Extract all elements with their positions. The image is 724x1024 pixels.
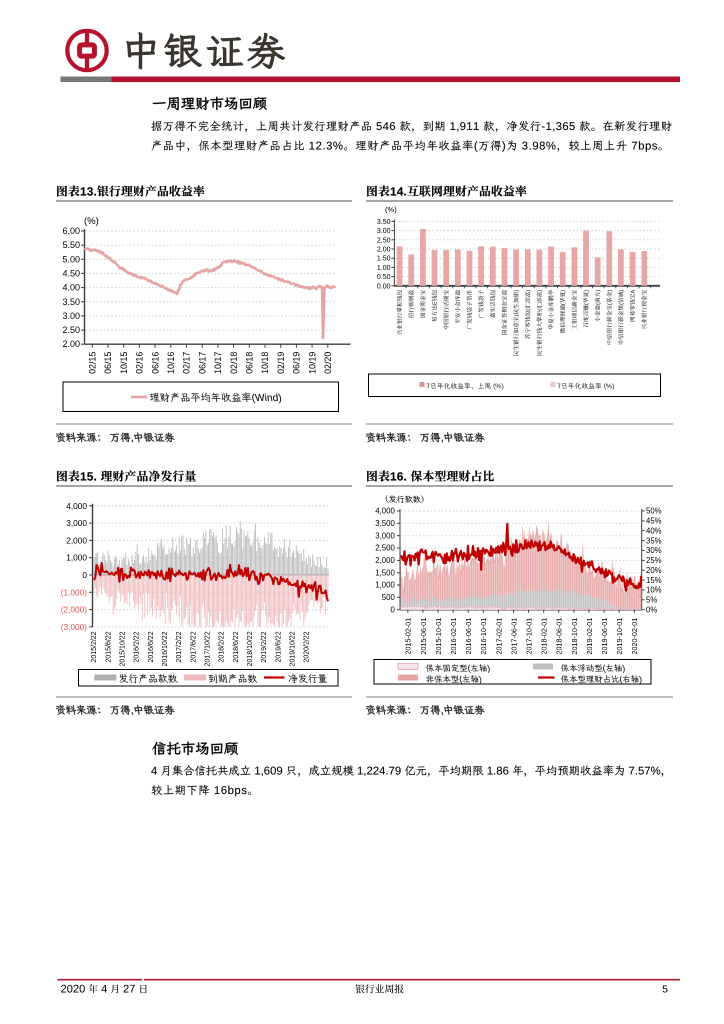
svg-text:0%: 0% bbox=[646, 605, 657, 614]
svg-text:2015-06-01: 2015-06-01 bbox=[419, 618, 428, 655]
svg-text:06/17: 06/17 bbox=[197, 352, 207, 374]
svg-text:2016/10/22: 2016/10/22 bbox=[162, 631, 169, 666]
svg-text:2016/6/22: 2016/6/22 bbox=[148, 631, 155, 662]
svg-text:2019/6/22: 2019/6/22 bbox=[275, 631, 282, 662]
svg-text:10/16: 10/16 bbox=[166, 352, 176, 374]
svg-text:06/19: 06/19 bbox=[292, 352, 302, 374]
svg-text:2020/2/22: 2020/2/22 bbox=[304, 631, 311, 662]
svg-text:02/20: 02/20 bbox=[323, 352, 333, 374]
svg-text:2.50: 2.50 bbox=[377, 237, 391, 244]
svg-text:10/18: 10/18 bbox=[260, 352, 270, 374]
svg-text:(2,000): (2,000) bbox=[61, 605, 88, 615]
svg-text:2019-02-01: 2019-02-01 bbox=[585, 618, 594, 655]
svg-text:3.00: 3.00 bbox=[62, 311, 80, 321]
svg-text:45%: 45% bbox=[646, 517, 662, 526]
svg-text:6.00: 6.00 bbox=[62, 226, 80, 236]
svg-text:02/19: 02/19 bbox=[276, 352, 286, 374]
svg-text:0.00: 0.00 bbox=[377, 283, 391, 290]
svg-text:02/16: 02/16 bbox=[135, 352, 145, 374]
svg-text:4.50: 4.50 bbox=[62, 268, 80, 278]
svg-text:2015-10-01: 2015-10-01 bbox=[434, 618, 443, 655]
svg-text:35%: 35% bbox=[646, 536, 662, 545]
svg-text:2018/6/22: 2018/6/22 bbox=[233, 631, 240, 662]
svg-text:2016-10-01: 2016-10-01 bbox=[479, 618, 488, 655]
svg-text:500: 500 bbox=[382, 593, 396, 602]
svg-text:0: 0 bbox=[82, 570, 87, 580]
svg-text:02/15: 02/15 bbox=[88, 352, 98, 374]
svg-text:2016-02-01: 2016-02-01 bbox=[449, 618, 458, 655]
svg-text:2017-10-01: 2017-10-01 bbox=[525, 618, 534, 655]
svg-text:3.00: 3.00 bbox=[377, 228, 391, 235]
svg-text:3,000: 3,000 bbox=[375, 531, 395, 540]
svg-text:10/19: 10/19 bbox=[307, 352, 317, 374]
svg-text:2017-06-01: 2017-06-01 bbox=[509, 618, 518, 655]
svg-text:2019-06-01: 2019-06-01 bbox=[600, 618, 609, 655]
svg-text:2017/2/22: 2017/2/22 bbox=[176, 631, 183, 662]
svg-text:3,500: 3,500 bbox=[375, 519, 395, 528]
svg-text:2017-02-01: 2017-02-01 bbox=[494, 618, 503, 655]
svg-text:06/16: 06/16 bbox=[150, 352, 160, 374]
svg-text:2015/10/22: 2015/10/22 bbox=[119, 631, 126, 666]
svg-text:4,000: 4,000 bbox=[375, 507, 395, 516]
svg-text:2016/2/22: 2016/2/22 bbox=[134, 631, 141, 662]
svg-text:10%: 10% bbox=[646, 586, 662, 595]
svg-text:2017/6/22: 2017/6/22 bbox=[190, 631, 197, 662]
svg-text:1.50: 1.50 bbox=[377, 256, 391, 263]
svg-text:3.50: 3.50 bbox=[62, 297, 80, 307]
svg-text:2018-02-01: 2018-02-01 bbox=[540, 618, 549, 655]
svg-text:15%: 15% bbox=[646, 576, 662, 585]
svg-text:2,000: 2,000 bbox=[66, 535, 87, 545]
svg-text:20%: 20% bbox=[646, 566, 662, 575]
svg-text:5%: 5% bbox=[646, 596, 657, 605]
svg-text:2018/2/22: 2018/2/22 bbox=[219, 631, 226, 662]
svg-text:5.00: 5.00 bbox=[62, 254, 80, 264]
svg-text:10/17: 10/17 bbox=[213, 352, 223, 374]
svg-text:10/15: 10/15 bbox=[119, 352, 129, 374]
svg-text:2018-10-01: 2018-10-01 bbox=[570, 618, 579, 655]
svg-text:2017/10/22: 2017/10/22 bbox=[205, 631, 212, 666]
svg-text:1,000: 1,000 bbox=[66, 553, 87, 563]
svg-text:2015/6/22: 2015/6/22 bbox=[105, 631, 112, 662]
svg-text:2.00: 2.00 bbox=[62, 339, 80, 349]
svg-text:06/15: 06/15 bbox=[103, 352, 113, 374]
svg-text:2015/2/22: 2015/2/22 bbox=[91, 631, 98, 662]
svg-text:2020-02-01: 2020-02-01 bbox=[630, 618, 639, 655]
svg-text:2018-06-01: 2018-06-01 bbox=[555, 618, 564, 655]
svg-text:40%: 40% bbox=[646, 526, 662, 535]
svg-text:02/18: 02/18 bbox=[229, 352, 239, 374]
svg-text:(1,000): (1,000) bbox=[61, 587, 88, 597]
svg-text:0.50: 0.50 bbox=[377, 274, 391, 281]
svg-text:3,000: 3,000 bbox=[66, 518, 87, 528]
svg-text:2019/2/22: 2019/2/22 bbox=[261, 631, 268, 662]
svg-text:1.00: 1.00 bbox=[377, 265, 391, 272]
svg-text:1,000: 1,000 bbox=[375, 581, 395, 590]
svg-text:1,500: 1,500 bbox=[375, 568, 395, 577]
svg-text:2,000: 2,000 bbox=[375, 556, 395, 565]
svg-text:2016-06-01: 2016-06-01 bbox=[464, 618, 473, 655]
svg-text:02/17: 02/17 bbox=[182, 352, 192, 374]
svg-text:5: 5 bbox=[662, 984, 668, 996]
svg-text:5.50: 5.50 bbox=[62, 240, 80, 250]
svg-text:2018/10/22: 2018/10/22 bbox=[247, 631, 254, 666]
svg-text:4,000: 4,000 bbox=[66, 501, 87, 511]
svg-text:25%: 25% bbox=[646, 556, 662, 565]
svg-text:2.00: 2.00 bbox=[377, 247, 391, 254]
svg-text:50%: 50% bbox=[646, 507, 662, 516]
svg-text:4.00: 4.00 bbox=[62, 283, 80, 293]
svg-text:2,500: 2,500 bbox=[375, 544, 395, 553]
svg-text:2019/10/22: 2019/10/22 bbox=[290, 631, 297, 666]
svg-text:30%: 30% bbox=[646, 546, 662, 555]
svg-text:2019-10-01: 2019-10-01 bbox=[615, 618, 624, 655]
svg-text:3.50: 3.50 bbox=[377, 219, 391, 226]
svg-text:0: 0 bbox=[390, 605, 395, 614]
svg-text:(3,000): (3,000) bbox=[61, 622, 88, 632]
svg-text:06/18: 06/18 bbox=[245, 352, 255, 374]
svg-text:2015-02-01: 2015-02-01 bbox=[404, 618, 413, 655]
svg-text:2.50: 2.50 bbox=[62, 325, 80, 335]
